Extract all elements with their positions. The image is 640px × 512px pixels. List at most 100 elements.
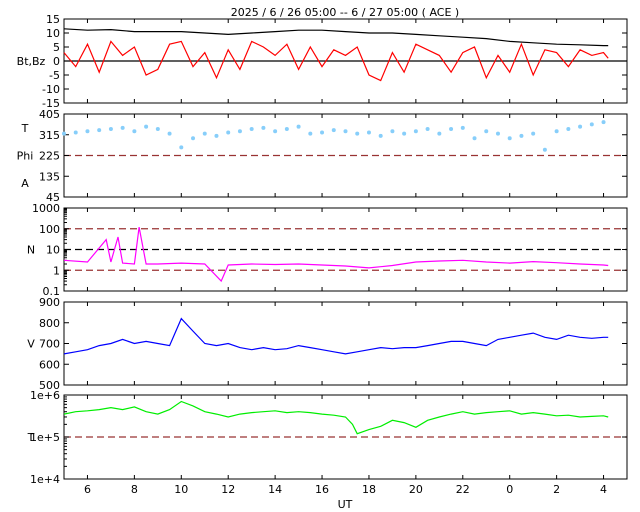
y-tick-label-mag-3: 0 [53,55,60,68]
data-point-phi-34 [460,125,465,130]
data-point-phi-19 [284,126,289,131]
y-tick-label-temperature-2: 1e+4 [30,473,60,486]
series-phi-Phi [62,120,606,152]
panel-frame-speed [63,301,628,386]
y-tick-label-mag-1: 10 [46,27,60,40]
series-line-mag-Bz [63,40,609,82]
y-tick-label-mag-0: 15 [46,13,60,26]
y-tick-label-speed-2: 700 [39,338,60,351]
x-axis-ticks: 6 8 10 12 14 16 18 20 22 0 2 4 [84,483,607,496]
data-point-phi-24 [343,129,348,134]
x-tick-label-2: 10 [174,483,188,496]
y-tick-label-phi-3: 135 [39,170,60,183]
data-point-phi-20 [296,124,301,129]
y-tick-label-mag-5: -10 [42,83,60,96]
y-tick-label-density-4: 0.1 [43,285,61,298]
data-point-phi-37 [495,131,500,136]
data-point-phi-45 [589,122,594,127]
data-point-phi-26 [366,130,371,135]
x-tick-label-4: 14 [268,483,282,496]
data-point-phi-30 [413,129,418,134]
y-tick-label-speed-1: 800 [39,317,60,330]
y-tick-label-density-2: 10 [46,244,60,257]
y-tick-label-phi-1: 315 [39,129,60,142]
chart-title: 2025 / 6 / 26 05:00 -- 6 / 27 05:00 ( AC… [231,6,459,19]
data-point-phi-21 [308,131,313,136]
data-point-phi-17 [261,125,266,130]
series-line-temperature-T [63,400,609,435]
data-point-phi-32 [437,131,442,136]
data-point-phi-12 [202,131,207,136]
x-tick-label-8: 22 [456,483,470,496]
y-tick-label-temperature-0: 1e+6 [30,389,60,402]
y-axis-label-phi-2: A [21,177,29,190]
y-axis-label-phi-0: T [21,122,29,135]
series-temperature-T [63,400,609,435]
panel-phi: 405 315 225 135 45 T Phi A [17,108,628,204]
data-point-phi-36 [484,129,489,134]
y-tick-label-speed-3: 600 [39,358,60,371]
data-point-phi-9 [167,131,172,136]
panel-speed: 900 800 700 600 500 V [27,296,628,392]
data-point-phi-43 [566,126,571,131]
data-point-phi-39 [519,133,524,138]
data-point-phi-1 [73,130,78,135]
y-axis-label-speed: V [27,338,35,351]
data-point-phi-11 [191,136,196,141]
data-point-phi-46 [601,120,606,125]
x-tick-label-7: 20 [409,483,423,496]
data-point-phi-33 [449,126,454,131]
series-line-mag-Bt [63,28,609,47]
data-point-phi-42 [554,129,559,134]
y-tick-label-mag-4: -5 [49,69,60,82]
panels-group: 151050-5-10-15Bt,Bz40531522513545TPhiA10… [17,13,628,486]
x-tick-label-0: 6 [84,483,91,496]
data-point-phi-5 [120,125,125,130]
y-tick-label-density-3: 1 [53,264,60,277]
x-tick-label-10: 2 [553,483,560,496]
series-line-speed-V [63,317,609,355]
data-point-phi-15 [237,129,242,134]
data-point-phi-18 [273,129,278,134]
y-axis-label-temperature: T [27,431,35,444]
y-tick-label-density-1: 100 [39,223,60,236]
data-point-phi-29 [402,131,407,136]
data-point-phi-31 [425,126,430,131]
x-tick-label-11: 4 [600,483,607,496]
data-point-phi-3 [97,128,102,133]
data-point-phi-27 [378,133,383,138]
y-tick-label-speed-4: 500 [39,379,60,392]
series-density-N [63,226,609,283]
y-tick-label-temperature-1: 1e+5 [30,431,60,444]
series-speed-V [63,317,609,355]
y-tick-label-phi-2: 225 [39,150,60,163]
x-tick-label-1: 8 [131,483,138,496]
data-point-phi-4 [108,126,113,131]
data-point-phi-6 [132,129,137,134]
data-point-phi-14 [226,130,231,135]
y-tick-label-phi-0: 405 [39,108,60,121]
series-mag-Bz [63,40,609,82]
x-axis-label: UT [338,498,353,511]
panel-temperature: 1e+6 1e+5 1e+4 T [27,389,628,486]
y-axis-label-mag: Bt,Bz [17,55,46,68]
data-point-phi-28 [390,129,395,134]
x-tick-label-6: 18 [362,483,376,496]
x-tick-label-3: 12 [221,483,235,496]
series-mag-Bt [63,28,609,47]
panel-density: 1000 100 10 1 0.1 N [27,202,628,298]
data-point-phi-16 [249,126,254,131]
data-point-phi-13 [214,133,219,138]
series-line-density-N [63,226,609,283]
y-axis-label-density: N [27,244,35,257]
x-tick-label-9: 0 [506,483,513,496]
x-tick-label-5: 16 [315,483,329,496]
y-tick-label-speed-0: 900 [39,296,60,309]
data-point-phi-0 [62,131,66,136]
y-tick-label-phi-4: 45 [46,191,60,204]
y-axis-label-phi-1: Phi [17,150,34,163]
data-point-phi-23 [331,128,336,133]
data-point-phi-44 [578,124,583,129]
